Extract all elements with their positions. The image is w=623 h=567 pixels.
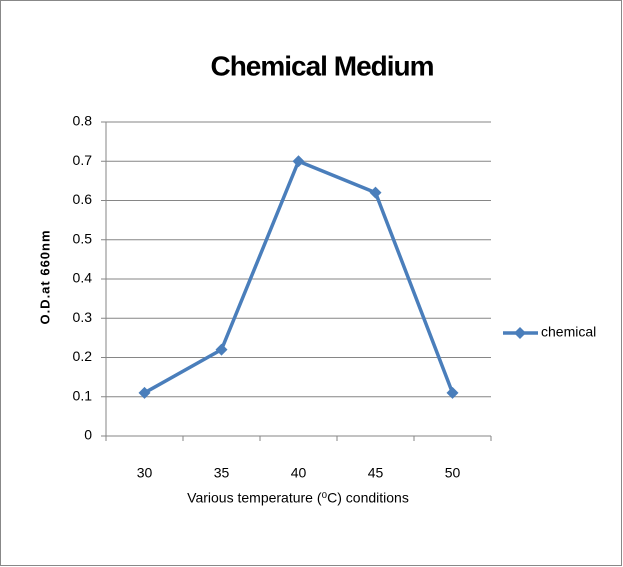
- y-tick-label: 0.7: [73, 152, 93, 168]
- y-tick-label: 0.6: [73, 191, 93, 207]
- legend-marker: [514, 327, 526, 339]
- point-marker: [215, 343, 228, 356]
- y-tick-label: 0.4: [73, 270, 93, 286]
- legend-label: chemical: [541, 324, 596, 340]
- point-marker: [138, 386, 151, 399]
- y-axis-label: O.D.at 660nm: [37, 229, 52, 324]
- y-tick-label: 0: [84, 427, 92, 443]
- y-tick-label: 0.1: [73, 387, 93, 403]
- x-tick-label: 30: [137, 465, 153, 481]
- point-marker: [292, 155, 305, 168]
- y-tick-label: 0.5: [73, 230, 93, 246]
- point-marker: [446, 386, 459, 399]
- y-tick-label: 0.3: [73, 309, 93, 325]
- x-tick-label: 40: [291, 465, 307, 481]
- y-tick-label: 0.8: [73, 113, 93, 129]
- x-tick-label: 50: [445, 465, 461, 481]
- x-axis-label: Various temperature (⁰C) conditions: [187, 490, 409, 506]
- x-tick-label: 35: [214, 465, 230, 481]
- y-tick-label: 0.2: [73, 348, 93, 364]
- point-marker: [369, 186, 382, 199]
- chart-title: Chemical Medium: [210, 50, 433, 81]
- x-tick-label: 45: [368, 465, 384, 481]
